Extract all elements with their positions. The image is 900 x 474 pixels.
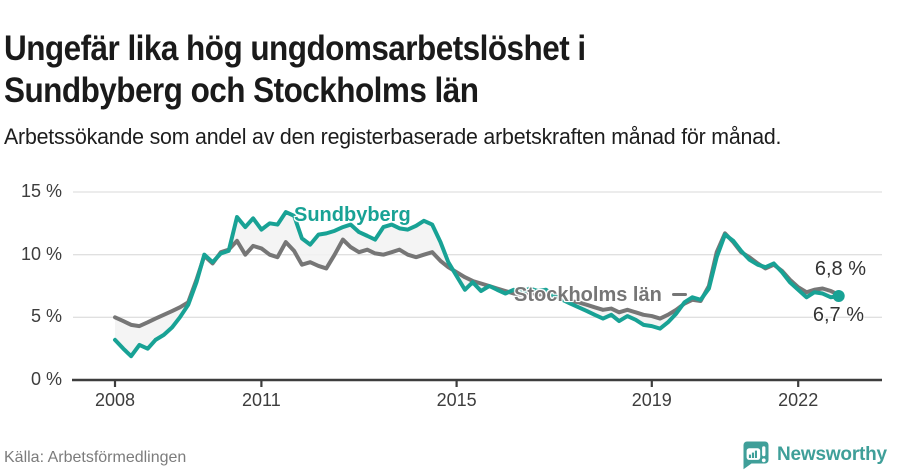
series-label-sundbyberg: Sundbyberg: [294, 204, 411, 226]
newsworthy-logo[interactable]: Newsworthy: [742, 440, 887, 470]
series-label-stockholms-lan: Stockholms län: [514, 284, 662, 306]
line-sundbyberg: [113, 210, 841, 359]
page-subtitle: Arbetssökande som andel av den registerb…: [4, 124, 782, 149]
bar-chart-glyph: [748, 450, 757, 458]
newsworthy-wordmark: Newsworthy: [777, 444, 887, 465]
end-point-dot: [832, 290, 845, 303]
label-leader-line: [672, 293, 687, 296]
end-value-label-stockholms-lan: 6,8 %: [814, 258, 866, 280]
page-title: Ungefär lika hög ungdomsarbetslöshet i S…: [4, 29, 586, 111]
newsworthy-logo-icon: [743, 441, 769, 470]
line-stockholms-lan: [113, 231, 841, 329]
exclamation-glyph: [761, 446, 766, 463]
end-value-label-sundbyberg: 6,7 %: [812, 304, 864, 326]
source-note: Källa: Arbetsförmedlingen: [4, 449, 187, 466]
